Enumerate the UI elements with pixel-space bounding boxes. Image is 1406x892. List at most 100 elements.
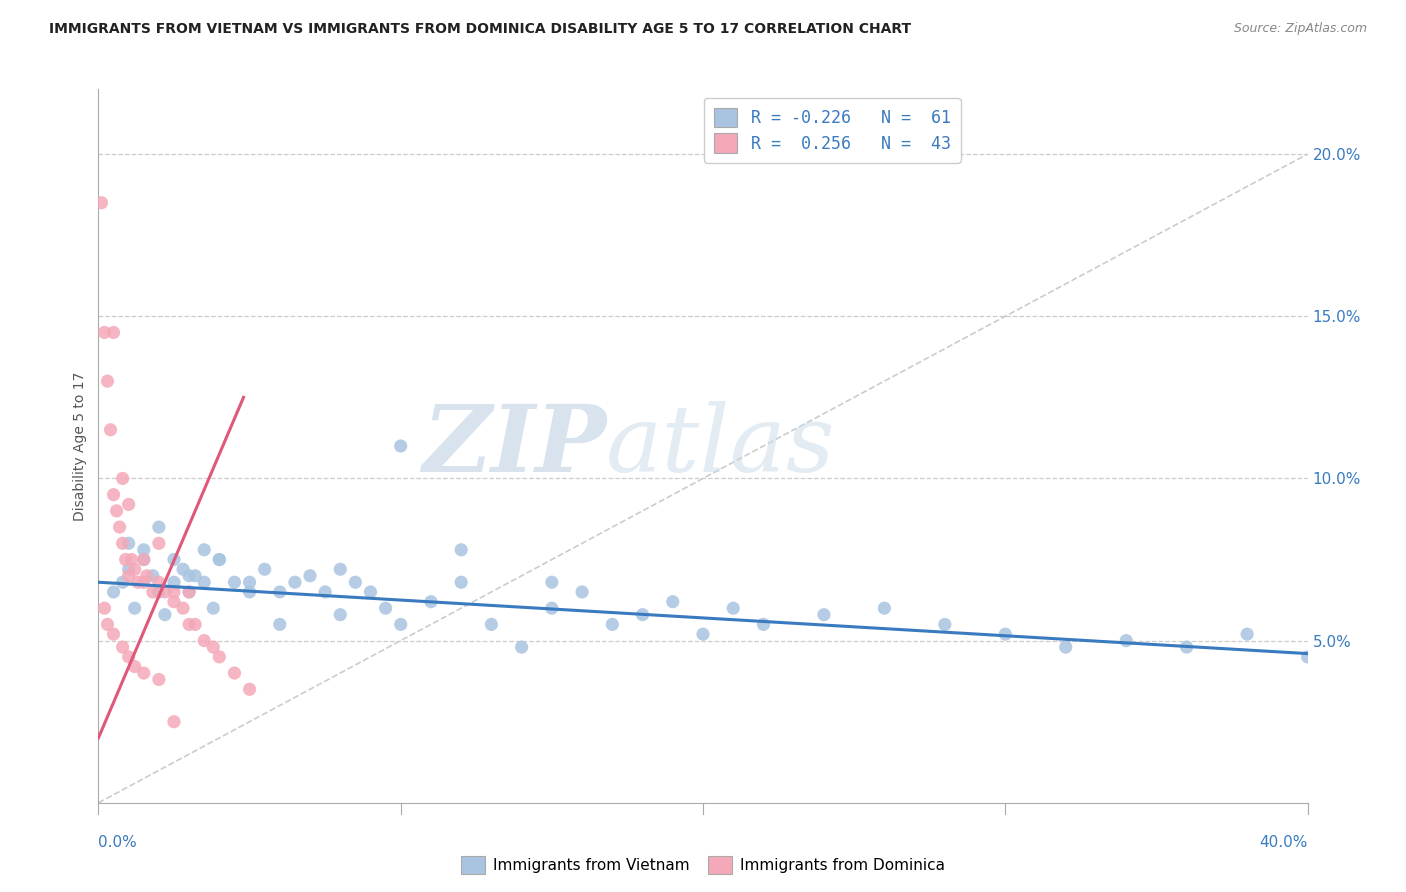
Point bbox=[450, 575, 472, 590]
Point bbox=[208, 649, 231, 664]
Point bbox=[239, 575, 262, 590]
Point bbox=[360, 585, 382, 599]
Point bbox=[202, 601, 225, 615]
Point bbox=[111, 640, 134, 654]
Point bbox=[132, 666, 155, 681]
Point bbox=[1054, 640, 1077, 654]
Point bbox=[148, 673, 170, 687]
Text: atlas: atlas bbox=[606, 401, 835, 491]
Point bbox=[193, 542, 215, 557]
Point bbox=[96, 617, 118, 632]
Point bbox=[1236, 627, 1258, 641]
Point bbox=[813, 607, 835, 622]
Point bbox=[723, 601, 745, 615]
Point bbox=[172, 562, 194, 576]
Point bbox=[103, 326, 125, 340]
Point bbox=[118, 497, 141, 511]
Point bbox=[142, 568, 165, 582]
Point bbox=[329, 562, 352, 576]
Point bbox=[111, 575, 134, 590]
Point bbox=[934, 617, 956, 632]
Point bbox=[571, 585, 593, 599]
Point bbox=[269, 585, 291, 599]
Point bbox=[111, 471, 134, 485]
Point bbox=[93, 326, 115, 340]
Point bbox=[1296, 649, 1319, 664]
Legend: Immigrants from Vietnam, Immigrants from Dominica: Immigrants from Vietnam, Immigrants from… bbox=[454, 850, 952, 880]
Point bbox=[193, 633, 215, 648]
Point bbox=[163, 595, 186, 609]
Point bbox=[148, 536, 170, 550]
Point bbox=[90, 195, 112, 210]
Point bbox=[163, 552, 186, 566]
Point bbox=[103, 488, 125, 502]
Point bbox=[105, 504, 128, 518]
Point bbox=[420, 595, 443, 609]
Point bbox=[661, 595, 683, 609]
Point bbox=[329, 607, 352, 622]
Point bbox=[510, 640, 533, 654]
Point bbox=[148, 575, 170, 590]
Point bbox=[450, 542, 472, 557]
Point bbox=[100, 423, 122, 437]
Point bbox=[631, 607, 654, 622]
Text: Source: ZipAtlas.com: Source: ZipAtlas.com bbox=[1233, 22, 1367, 36]
Point bbox=[224, 575, 246, 590]
Point bbox=[124, 659, 146, 673]
Point bbox=[118, 649, 141, 664]
Point bbox=[103, 627, 125, 641]
Point bbox=[132, 542, 155, 557]
Point bbox=[314, 585, 336, 599]
Point bbox=[153, 585, 176, 599]
Point bbox=[121, 552, 143, 566]
Point bbox=[118, 536, 141, 550]
Point bbox=[389, 439, 412, 453]
Point bbox=[118, 568, 141, 582]
Point bbox=[184, 617, 207, 632]
Point bbox=[148, 585, 170, 599]
Point bbox=[148, 520, 170, 534]
Point bbox=[224, 666, 246, 681]
Point bbox=[179, 585, 201, 599]
Point bbox=[389, 617, 412, 632]
Point bbox=[184, 568, 207, 582]
Point bbox=[1115, 633, 1137, 648]
Point bbox=[108, 520, 131, 534]
Point bbox=[994, 627, 1017, 641]
Point bbox=[124, 562, 146, 576]
Text: 40.0%: 40.0% bbox=[1260, 835, 1308, 850]
Point bbox=[142, 585, 165, 599]
Point bbox=[118, 562, 141, 576]
Point bbox=[193, 575, 215, 590]
Point bbox=[208, 552, 231, 566]
Point bbox=[752, 617, 775, 632]
Point bbox=[179, 585, 201, 599]
Text: ZIP: ZIP bbox=[422, 401, 606, 491]
Point bbox=[374, 601, 396, 615]
Text: 0.0%: 0.0% bbox=[98, 835, 138, 850]
Point bbox=[239, 585, 262, 599]
Point bbox=[132, 575, 155, 590]
Point bbox=[111, 536, 134, 550]
Point bbox=[163, 585, 186, 599]
Point bbox=[179, 617, 201, 632]
Point bbox=[114, 552, 136, 566]
Point bbox=[344, 575, 367, 590]
Point bbox=[132, 552, 155, 566]
Point bbox=[481, 617, 503, 632]
Point bbox=[179, 568, 201, 582]
Point bbox=[692, 627, 714, 641]
Point bbox=[208, 552, 231, 566]
Point bbox=[873, 601, 896, 615]
Point bbox=[269, 617, 291, 632]
Point bbox=[602, 617, 624, 632]
Legend: R = -0.226   N =  61, R =  0.256   N =  43: R = -0.226 N = 61, R = 0.256 N = 43 bbox=[704, 97, 960, 162]
Text: IMMIGRANTS FROM VIETNAM VS IMMIGRANTS FROM DOMINICA DISABILITY AGE 5 TO 17 CORRE: IMMIGRANTS FROM VIETNAM VS IMMIGRANTS FR… bbox=[49, 22, 911, 37]
Point bbox=[127, 575, 149, 590]
Point bbox=[163, 575, 186, 590]
Point bbox=[132, 552, 155, 566]
Point bbox=[284, 575, 307, 590]
Point bbox=[153, 607, 176, 622]
Point bbox=[239, 682, 262, 697]
Point bbox=[202, 640, 225, 654]
